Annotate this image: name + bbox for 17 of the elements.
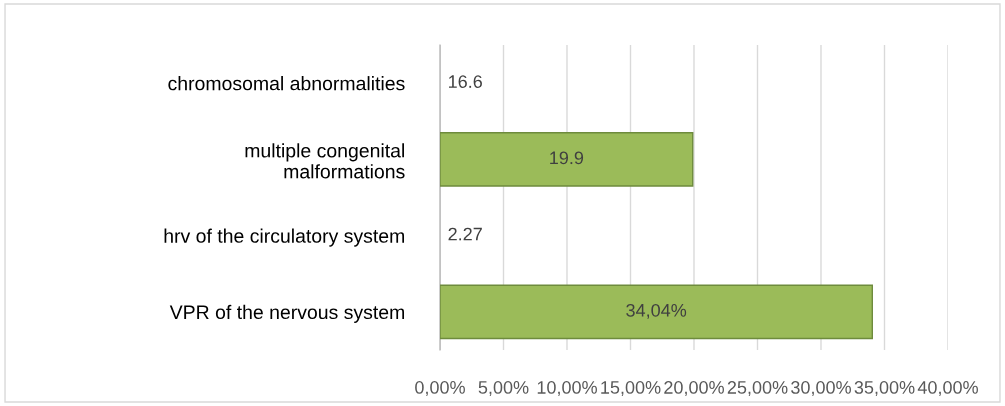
y-tick-label: VPR of the nervous system xyxy=(169,304,405,323)
x-tick-label: 40,00% xyxy=(917,381,978,396)
x-tick-label: 25,00% xyxy=(727,381,788,396)
y-tick-label: chromosomal abnormalities xyxy=(168,76,405,91)
y-tick-label: hrv of the circulatory system xyxy=(164,228,405,247)
x-tick-label: 15,00% xyxy=(601,381,661,396)
x-tick-label: 30,00% xyxy=(791,381,851,396)
x-tick-label: 20,00% xyxy=(664,381,724,396)
x-tick-label: 10,00% xyxy=(537,381,597,396)
x-tick-label: 0,00% xyxy=(415,381,465,396)
text: 16.6 xyxy=(449,75,482,88)
data-label: 19.9 xyxy=(550,151,584,165)
x-tick-label: 35,00% xyxy=(854,381,915,396)
y-tick-label: multiple congenital malformations xyxy=(245,143,405,179)
x-tick-label: 5,00% xyxy=(478,381,529,396)
data-label: 34,04% xyxy=(626,303,687,319)
text: 2.27 xyxy=(448,227,482,241)
